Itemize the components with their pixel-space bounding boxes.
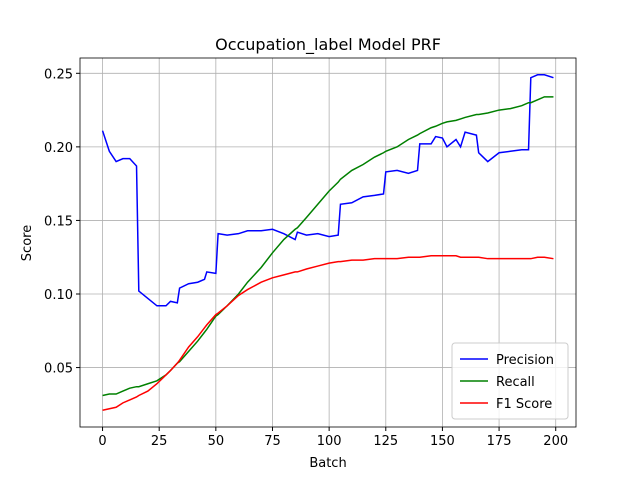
x-tick-label: 0 [98, 434, 106, 449]
series-line [101, 74, 554, 307]
legend: Precision Recall F1 Score [451, 342, 569, 420]
x-tick-label: 50 [208, 434, 225, 449]
y-tick-label: 0.15 [44, 214, 73, 229]
x-tick-label: 25 [151, 434, 168, 449]
legend-label: Recall [496, 375, 535, 390]
legend-label: F1 Score [496, 397, 552, 412]
y-tick-label: 0.05 [44, 362, 73, 377]
x-tick-label: 175 [487, 434, 512, 449]
y-tick-label: 0.10 [44, 288, 73, 303]
y-axis-label: Score [20, 225, 35, 261]
x-tick-label: 200 [543, 434, 568, 449]
chart-title: Occupation_label Model PRF [215, 35, 441, 55]
x-tick-label: 75 [264, 434, 281, 449]
series-line [102, 254, 554, 411]
x-tick-label: 100 [317, 434, 342, 449]
x-tick-label: 150 [430, 434, 455, 449]
x-tick-label: 125 [373, 434, 398, 449]
x-axis-label: Batch [309, 456, 346, 471]
y-tick-label: 0.20 [44, 141, 73, 156]
plot-frame [79, 57, 577, 428]
y-tick-label: 0.25 [44, 67, 73, 82]
legend-box [451, 342, 569, 420]
legend-label: Precision [496, 353, 554, 368]
